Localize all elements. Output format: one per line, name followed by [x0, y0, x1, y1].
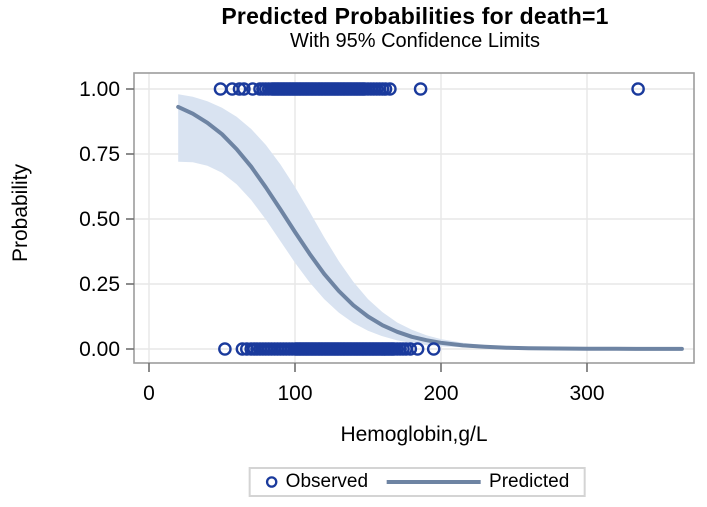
legend-item-observed: Observed	[265, 471, 368, 493]
svg-text:100: 100	[277, 382, 312, 405]
observed-point	[426, 342, 441, 356]
observed-point	[413, 82, 428, 96]
confidence-band	[178, 94, 682, 349]
x-axis-label: Hemoglobin,g/L	[340, 423, 488, 446]
svg-text:0: 0	[143, 382, 155, 405]
observed-point	[383, 82, 397, 96]
legend-label-observed: Observed	[285, 471, 369, 492]
svg-text:0.75: 0.75	[79, 143, 120, 166]
svg-text:200: 200	[423, 382, 458, 405]
observed-point	[403, 342, 418, 356]
legend-item-predicted: Predicted	[386, 471, 569, 493]
observed-point	[410, 342, 425, 356]
observed-point	[378, 82, 393, 96]
observed-point	[237, 82, 251, 96]
predicted-curve	[176, 104, 684, 351]
svg-text:0.25: 0.25	[79, 273, 120, 296]
svg-text:0.50: 0.50	[79, 208, 120, 231]
plot-frame	[133, 72, 695, 364]
chart-subtitle: With 95% Confidence Limits	[289, 30, 541, 52]
svg-text:300: 300	[569, 382, 604, 405]
predicted-line-icon	[387, 480, 482, 484]
observed-point	[218, 342, 232, 356]
observed-circle-icon	[265, 476, 278, 488]
svg-text:0.00: 0.00	[79, 338, 120, 361]
observed-point	[631, 82, 645, 96]
legend-label-predicted: Predicted	[489, 471, 570, 492]
legend: Observed Predicted	[248, 467, 586, 497]
chart-title: Predicted Probabilities for death=1	[221, 3, 609, 29]
y-axis-label: Probability	[9, 163, 32, 263]
observed-point	[232, 82, 247, 96]
svg-text:1.00: 1.00	[79, 78, 120, 101]
